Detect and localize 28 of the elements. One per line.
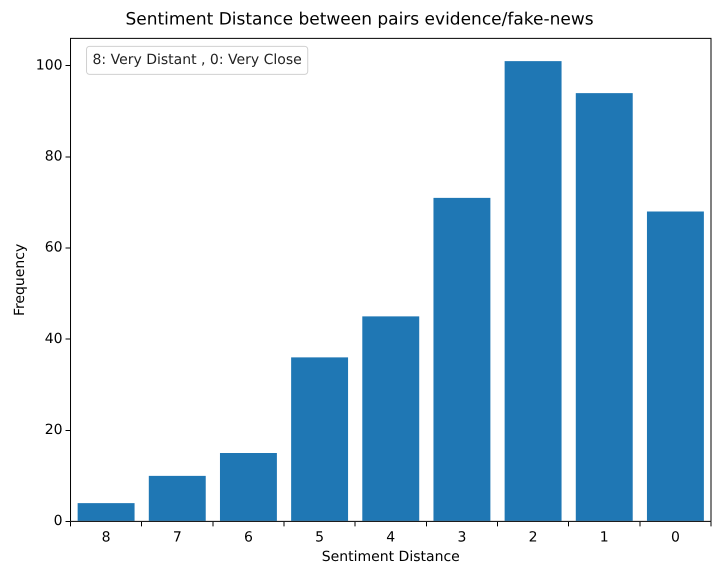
bar [576, 93, 633, 521]
x-tick-label: 7 [172, 529, 182, 546]
y-tick-label: 20 [44, 422, 63, 438]
bar [220, 453, 277, 521]
x-tick-label: 0 [670, 529, 680, 546]
bar [78, 503, 135, 521]
y-tick-label: 60 [44, 240, 63, 256]
bar [433, 198, 490, 521]
x-tick-label: 5 [315, 529, 324, 546]
x-tick-label: 3 [457, 529, 466, 546]
bar [291, 357, 348, 521]
bar [362, 316, 420, 521]
y-tick-label: 0 [54, 513, 63, 530]
x-tick-label: 2 [528, 529, 538, 546]
x-tick-label: 1 [600, 529, 609, 546]
x-tick-label: 4 [386, 529, 396, 546]
chart-title: Sentiment Distance between pairs evidence/fake-news [125, 10, 594, 30]
y-tick-label: 100 [36, 57, 63, 74]
bar [504, 61, 562, 521]
bar [646, 212, 704, 521]
y-tick-label: 40 [44, 330, 63, 347]
y-axis-title: Frequency [12, 244, 28, 316]
x-tick-label: 6 [244, 529, 253, 546]
annotation: 8: Very Distant , 0: Very Close [92, 52, 302, 68]
bar [148, 476, 206, 521]
x-tick-label: 8 [102, 529, 111, 546]
y-tick-label: 80 [44, 148, 63, 165]
x-axis-title: Sentiment Distance [322, 549, 460, 566]
